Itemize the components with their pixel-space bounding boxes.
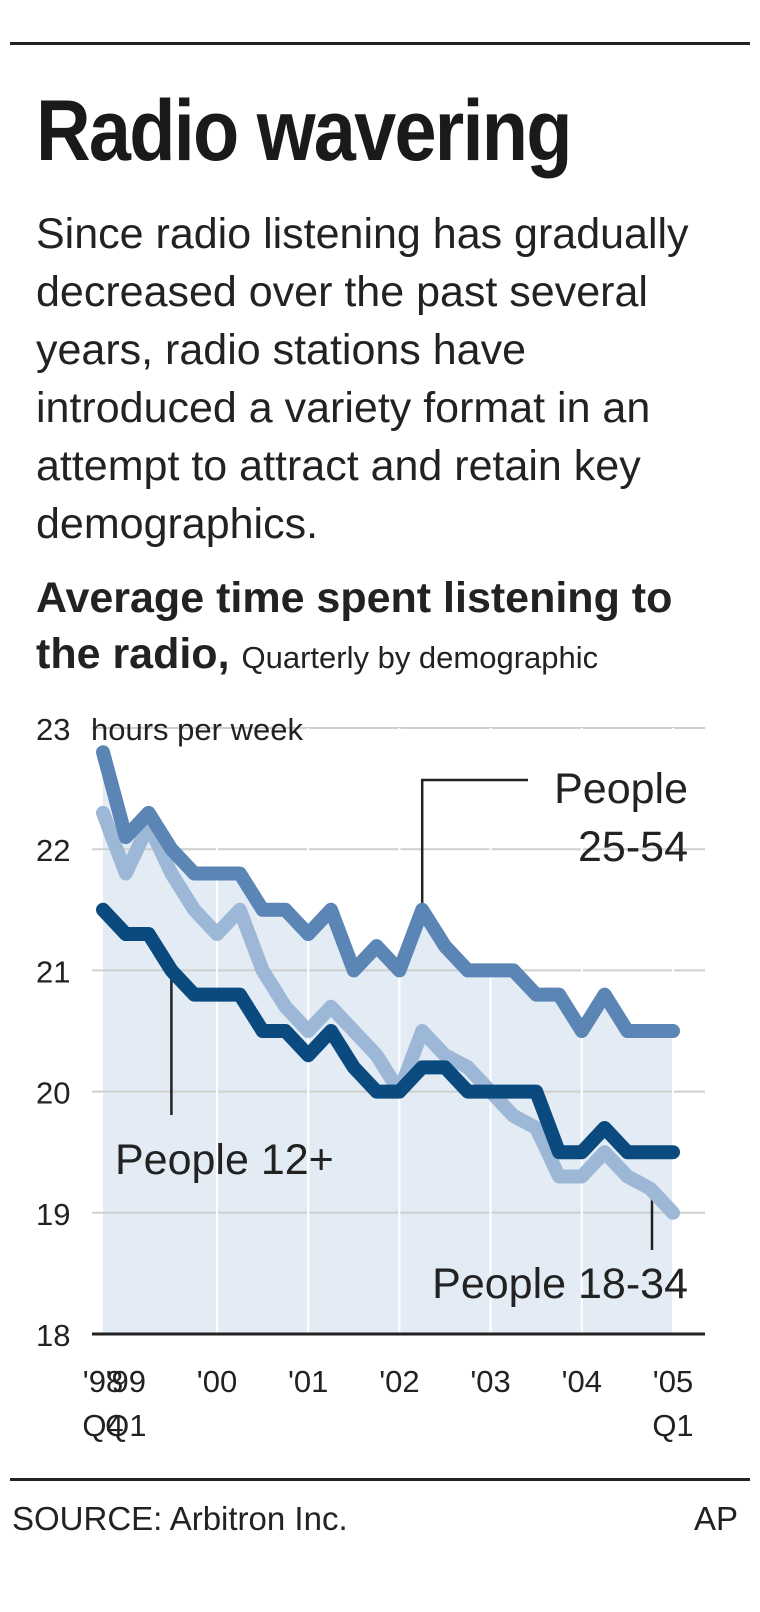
area-fill (103, 752, 673, 1334)
axis-layer: 18 19 20 21 22 23 hours per week '98 Q4 '99 Q1 '00 '… (36, 712, 705, 1443)
line-chart: 18 19 20 21 22 23 hours per week '98 Q4 '99 Q1 '00 '… (36, 712, 705, 1443)
series-line (96, 745, 680, 1038)
chart-title: Radio wavering (36, 83, 572, 179)
agency-credit: AP (693, 1500, 738, 1537)
x-tick-label: '00 (197, 1364, 237, 1399)
series-label: People 18-34 (432, 1260, 688, 1308)
x-tick-label-quarter: Q1 (105, 1408, 146, 1443)
chart-subtitle: Average time spent listening to the radi… (36, 570, 736, 686)
x-tick-label: '99 (106, 1364, 146, 1399)
y-tick-label: 22 (36, 833, 70, 868)
y-tick-label: 20 (36, 1076, 70, 1111)
y-tick-label: 21 (36, 954, 70, 989)
x-tick-label: '04 (562, 1364, 602, 1399)
intro-text: Since radio listening has gradually decr… (36, 210, 689, 548)
x-tick-label: '02 (379, 1364, 419, 1399)
series-line-layer (96, 745, 680, 1220)
y-tick-label: 18 (36, 1318, 70, 1353)
y-axis-unit-label: hours per week (91, 712, 303, 747)
area-fill-layer (103, 752, 673, 1334)
y-tick-label: 23 (36, 712, 70, 747)
top-rule (10, 42, 750, 45)
series-label: People (554, 765, 688, 813)
x-tick-label: '01 (288, 1364, 328, 1399)
series-line (96, 805, 680, 1220)
y-tick-label: 19 (36, 1197, 70, 1232)
series-label: People 12+ (115, 1136, 334, 1184)
series-label-layer: People 25-54 People 12+ People 18-34 (115, 765, 688, 1308)
series-line (96, 902, 680, 1160)
x-tick-label-quarter: Q1 (652, 1408, 693, 1443)
x-tick-label-quarter: Q4 (82, 1408, 123, 1443)
subtitle-bold: Average time spent listening to the radi… (36, 574, 673, 678)
x-tick-label: '05 (653, 1364, 693, 1399)
subtitle-small: Quarterly by demographic (241, 640, 599, 675)
series-label: 25-54 (578, 823, 688, 871)
leader-line-layer (170, 778, 654, 1250)
x-tick-label: '98 (83, 1364, 123, 1399)
bottom-rule (10, 1478, 750, 1481)
leader-line (420, 778, 528, 906)
source-credit: SOURCE: Arbitron Inc. (12, 1500, 348, 1537)
x-tick-label: '03 (470, 1364, 510, 1399)
